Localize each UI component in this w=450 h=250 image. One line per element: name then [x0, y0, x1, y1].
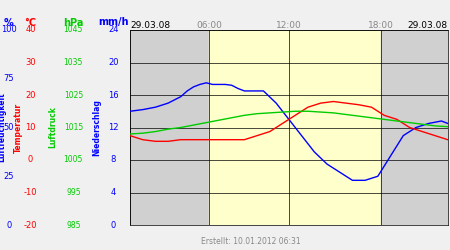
- Text: 100: 100: [1, 26, 17, 35]
- Text: 12: 12: [108, 123, 119, 132]
- Text: 0: 0: [6, 220, 12, 230]
- Text: 10: 10: [25, 123, 36, 132]
- Text: 1015: 1015: [64, 123, 83, 132]
- Text: -20: -20: [24, 220, 37, 230]
- Text: 8: 8: [111, 156, 116, 164]
- Text: 995: 995: [66, 188, 81, 197]
- Text: 1005: 1005: [63, 156, 83, 164]
- Text: °C: °C: [25, 18, 36, 28]
- Text: 18:00: 18:00: [368, 21, 394, 30]
- Text: 50: 50: [4, 123, 14, 132]
- Text: 20: 20: [25, 90, 36, 100]
- Text: 30: 30: [25, 58, 36, 67]
- Text: 4: 4: [111, 188, 116, 197]
- Text: 16: 16: [108, 90, 119, 100]
- Text: 1035: 1035: [63, 58, 83, 67]
- Bar: [381, 30, 448, 225]
- Text: 12:00: 12:00: [276, 21, 302, 30]
- Text: Luftdruck: Luftdruck: [49, 106, 58, 148]
- Bar: [209, 30, 381, 225]
- Text: 75: 75: [4, 74, 14, 83]
- Text: %: %: [4, 18, 14, 28]
- Text: Temperatur: Temperatur: [14, 102, 22, 152]
- Text: 40: 40: [25, 26, 36, 35]
- Text: 985: 985: [66, 220, 81, 230]
- Text: 25: 25: [4, 172, 14, 181]
- Text: 0: 0: [28, 156, 33, 164]
- Text: Luftfeuchtigkeit: Luftfeuchtigkeit: [0, 92, 6, 162]
- Text: 1025: 1025: [64, 90, 83, 100]
- Text: 20: 20: [108, 58, 119, 67]
- Text: 06:00: 06:00: [197, 21, 222, 30]
- Text: 29.03.08: 29.03.08: [130, 21, 170, 30]
- Text: 29.03.08: 29.03.08: [408, 21, 448, 30]
- Text: mm/h: mm/h: [98, 18, 129, 28]
- Text: 0: 0: [111, 220, 116, 230]
- Text: 1045: 1045: [63, 26, 83, 35]
- Text: Erstellt: 10.01.2012 06:31: Erstellt: 10.01.2012 06:31: [201, 237, 301, 246]
- Text: Niederschlag: Niederschlag: [93, 99, 102, 156]
- Text: -10: -10: [24, 188, 37, 197]
- Text: 24: 24: [108, 26, 119, 35]
- Bar: [130, 30, 209, 225]
- Text: hPa: hPa: [63, 18, 84, 28]
